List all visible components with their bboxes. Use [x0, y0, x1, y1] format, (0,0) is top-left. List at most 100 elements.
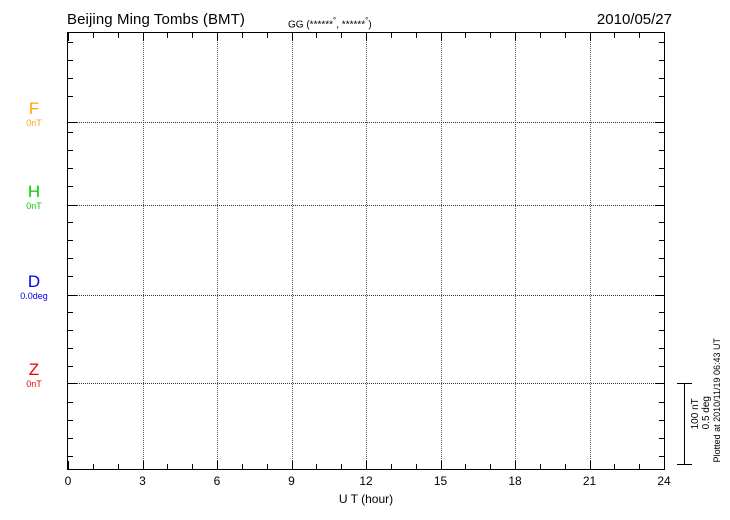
component-baseline-h: 0nT [26, 201, 42, 211]
x-tick-top-minor [316, 33, 318, 38]
y-tick-minor [68, 456, 73, 457]
y-tick-minor [659, 186, 664, 187]
x-tick-minor [639, 464, 641, 469]
x-tick-minor [539, 464, 541, 469]
component-symbol-f: F [28, 99, 40, 118]
y-tick-minor [68, 42, 73, 43]
x-tick-top-minor [465, 33, 467, 38]
y-tick-minor [68, 330, 73, 331]
component-label-d: D 0.0deg [6, 273, 62, 302]
baseline-z [68, 383, 664, 384]
x-tick-major [664, 461, 665, 469]
y-tick-minor [659, 258, 664, 259]
component-baseline-z: 0nT [26, 379, 42, 389]
x-gridline [589, 33, 591, 469]
y-tick-minor [659, 366, 664, 367]
component-label-h: H 0nT [6, 183, 62, 212]
x-tick-top-major [366, 33, 367, 41]
y-tick-minor [659, 348, 664, 349]
scale-bar-deg: 0.5 deg [701, 396, 712, 430]
y-tick-minor [68, 168, 73, 169]
amplitude-scale-bar [677, 383, 692, 465]
x-tick-label: 12 [359, 474, 373, 488]
y-tick-major [655, 295, 664, 296]
x-tick-label: 6 [213, 474, 221, 488]
x-tick-top-minor [341, 33, 343, 38]
y-tick-major [655, 205, 664, 206]
x-tick-minor [490, 464, 492, 469]
x-gridline [440, 33, 442, 469]
x-tick-top-major [664, 33, 665, 41]
x-tick-top-minor [241, 33, 243, 38]
plotted-at-timestamp: Plotted at 2010/11/19 06:43 UT [712, 338, 722, 463]
x-tick-label: 9 [288, 474, 295, 488]
x-tick-top-minor [415, 33, 417, 38]
y-tick-minor [68, 420, 73, 421]
component-label-z: Z 0nT [6, 361, 62, 390]
x-tick-major [142, 461, 144, 469]
y-tick-minor [68, 186, 73, 187]
y-tick-minor [68, 150, 73, 151]
x-tick-top-major [217, 33, 218, 41]
component-symbol-d: D [27, 272, 41, 291]
x-tick-minor [341, 464, 343, 469]
y-tick-minor [659, 456, 664, 457]
y-tick-minor [659, 150, 664, 151]
y-tick-minor [68, 78, 73, 79]
y-tick-minor [659, 168, 664, 169]
x-tick-minor [192, 464, 194, 469]
x-tick-label: 18 [508, 474, 522, 488]
x-tick-top-minor [167, 33, 169, 38]
x-tick-minor [564, 464, 566, 469]
x-tick-minor [266, 464, 268, 469]
y-tick-minor [68, 96, 73, 97]
x-tick-top-major [68, 33, 69, 41]
y-tick-major [68, 122, 77, 123]
x-tick-top-major [589, 33, 591, 41]
component-symbol-h: H [27, 182, 41, 201]
x-tick-top-minor [266, 33, 268, 38]
x-tick-minor [117, 464, 119, 469]
y-tick-major [68, 383, 77, 384]
x-tick-top-major [291, 33, 293, 41]
x-tick-top-minor [639, 33, 641, 38]
x-tick-major [515, 461, 516, 469]
y-tick-major [68, 295, 77, 296]
y-tick-minor [68, 258, 73, 259]
y-tick-minor [68, 402, 73, 403]
y-tick-minor [659, 330, 664, 331]
component-label-f: F 0nT [6, 100, 62, 129]
x-tick-minor [614, 464, 616, 469]
x-tick-minor [92, 464, 94, 469]
y-tick-major [655, 122, 664, 123]
scale-bar-units: 100 nT 0.5 deg [690, 396, 712, 429]
station-title: Beijing Ming Tombs (BMT) [67, 11, 246, 28]
x-tick-top-minor [539, 33, 541, 38]
x-tick-major [68, 461, 69, 469]
x-tick-label: 0 [64, 474, 72, 488]
x-tick-top-minor [564, 33, 566, 38]
geographic-coordinates: GG (******°, ******°) [288, 16, 372, 31]
y-tick-minor [68, 348, 73, 349]
y-tick-minor [659, 60, 664, 61]
x-gridline [217, 33, 218, 469]
x-tick-top-major [142, 33, 144, 41]
x-tick-label: 24 [657, 474, 671, 488]
x-tick-minor [316, 464, 318, 469]
y-tick-minor [68, 312, 73, 313]
y-tick-minor [68, 132, 73, 133]
y-tick-minor [68, 240, 73, 241]
x-gridline [291, 33, 293, 469]
x-tick-top-minor [117, 33, 119, 38]
x-tick-top-minor [390, 33, 392, 38]
y-tick-minor [659, 96, 664, 97]
baseline-h [68, 205, 664, 206]
x-tick-minor [390, 464, 392, 469]
x-tick-top-minor [614, 33, 616, 38]
baseline-f [68, 122, 664, 123]
coord-system-label: GG [288, 19, 304, 31]
y-tick-major [655, 383, 664, 384]
y-tick-minor [659, 240, 664, 241]
y-tick-minor [659, 132, 664, 133]
